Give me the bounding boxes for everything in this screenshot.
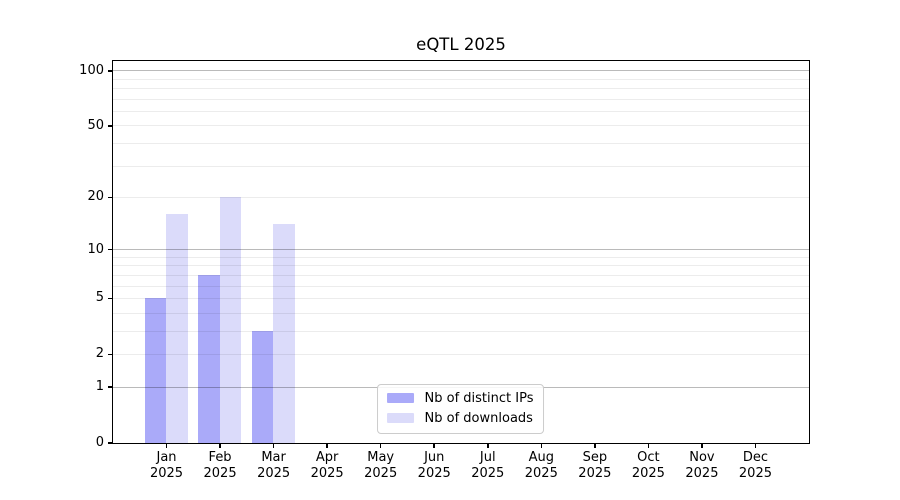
bar-mar-series1 bbox=[273, 224, 295, 443]
y-tick-mark bbox=[108, 386, 113, 388]
x-tick-label-jul: Jul 2025 bbox=[471, 450, 505, 481]
x-tick-mark bbox=[754, 443, 757, 448]
minor-gridline-20 bbox=[112, 196, 809, 198]
minor-gridline-30 bbox=[112, 165, 809, 167]
legend: Nb of distinct IPs Nb of downloads bbox=[376, 383, 545, 434]
x-tick-label-jun: Jun 2025 bbox=[417, 450, 451, 481]
legend-item-1: Nb of downloads bbox=[386, 410, 534, 426]
x-tick-label-sep: Sep 2025 bbox=[578, 450, 612, 481]
x-tick-mark bbox=[165, 443, 168, 448]
plot-area: Nb of distinct IPs Nb of downloads bbox=[111, 59, 810, 444]
x-tick-label-mar: Mar 2025 bbox=[257, 450, 291, 481]
y-tick-label-100: 100 bbox=[79, 62, 104, 78]
legend-label: Nb of distinct IPs bbox=[424, 390, 534, 406]
bar-mar-series0 bbox=[251, 330, 274, 443]
major-gridline-100 bbox=[112, 70, 809, 72]
minor-gridline-8 bbox=[112, 265, 809, 267]
y-tick-label-5: 5 bbox=[95, 290, 104, 306]
x-tick-mark bbox=[272, 443, 275, 448]
x-tick-mark bbox=[540, 443, 543, 448]
chart-title: eQTL 2025 bbox=[416, 35, 506, 54]
y-tick-mark bbox=[108, 70, 113, 72]
y-tick-label-2: 2 bbox=[95, 346, 104, 362]
minor-gridline-60 bbox=[112, 110, 809, 112]
y-tick-mark bbox=[108, 353, 113, 356]
x-tick-mark bbox=[219, 443, 221, 448]
x-tick-mark bbox=[594, 443, 596, 448]
y-tick-label-50: 50 bbox=[87, 117, 104, 133]
minor-gridline-70 bbox=[112, 98, 809, 100]
minor-gridline-80 bbox=[112, 88, 809, 90]
minor-gridline-9 bbox=[112, 256, 809, 258]
bar-jan-series0 bbox=[144, 298, 167, 443]
x-tick-mark bbox=[647, 443, 650, 448]
x-tick-label-nov: Nov 2025 bbox=[685, 450, 719, 481]
y-tick-label-10: 10 bbox=[87, 241, 104, 257]
bar-jan-series1 bbox=[166, 214, 188, 443]
x-tick-label-jan: Jan 2025 bbox=[149, 450, 184, 481]
minor-gridline-4 bbox=[112, 312, 809, 314]
minor-gridline-3 bbox=[112, 330, 809, 332]
minor-gridline-5 bbox=[112, 297, 809, 299]
legend-item-0: Nb of distinct IPs bbox=[386, 390, 534, 406]
bar-feb-series0 bbox=[198, 274, 220, 443]
legend-swatch-icon bbox=[386, 413, 414, 423]
x-tick-label-feb: Feb 2025 bbox=[203, 450, 237, 481]
y-tick-label-1: 1 bbox=[95, 379, 104, 395]
y-tick-mark bbox=[108, 297, 113, 300]
x-tick-mark bbox=[326, 443, 328, 448]
x-tick-mark bbox=[487, 443, 489, 448]
x-tick-label-may: May 2025 bbox=[364, 450, 398, 481]
y-tick-mark bbox=[108, 125, 113, 127]
minor-gridline-7 bbox=[112, 274, 809, 276]
x-tick-label-apr: Apr 2025 bbox=[310, 450, 344, 481]
legend-label: Nb of downloads bbox=[424, 410, 533, 426]
minor-gridline-90 bbox=[112, 78, 809, 80]
y-tick-mark bbox=[108, 196, 113, 199]
y-tick-label-20: 20 bbox=[87, 189, 104, 205]
bar-feb-series1 bbox=[219, 196, 242, 443]
legend-swatch-icon bbox=[386, 393, 414, 403]
minor-gridline-40 bbox=[112, 142, 809, 144]
y-tick-mark bbox=[108, 248, 113, 251]
minor-gridline-2 bbox=[112, 353, 809, 355]
minor-gridline-50 bbox=[112, 125, 809, 127]
x-tick-mark bbox=[433, 443, 435, 448]
minor-gridline-6 bbox=[112, 285, 809, 287]
y-tick-mark bbox=[108, 442, 113, 444]
x-tick-label-oct: Oct 2025 bbox=[631, 450, 665, 481]
major-gridline-10 bbox=[112, 249, 809, 251]
x-tick-label-dec: Dec 2025 bbox=[738, 450, 772, 481]
x-tick-mark bbox=[379, 443, 382, 448]
x-tick-mark bbox=[701, 443, 703, 448]
x-tick-label-aug: Aug 2025 bbox=[524, 450, 558, 481]
y-tick-label-0: 0 bbox=[95, 435, 104, 450]
